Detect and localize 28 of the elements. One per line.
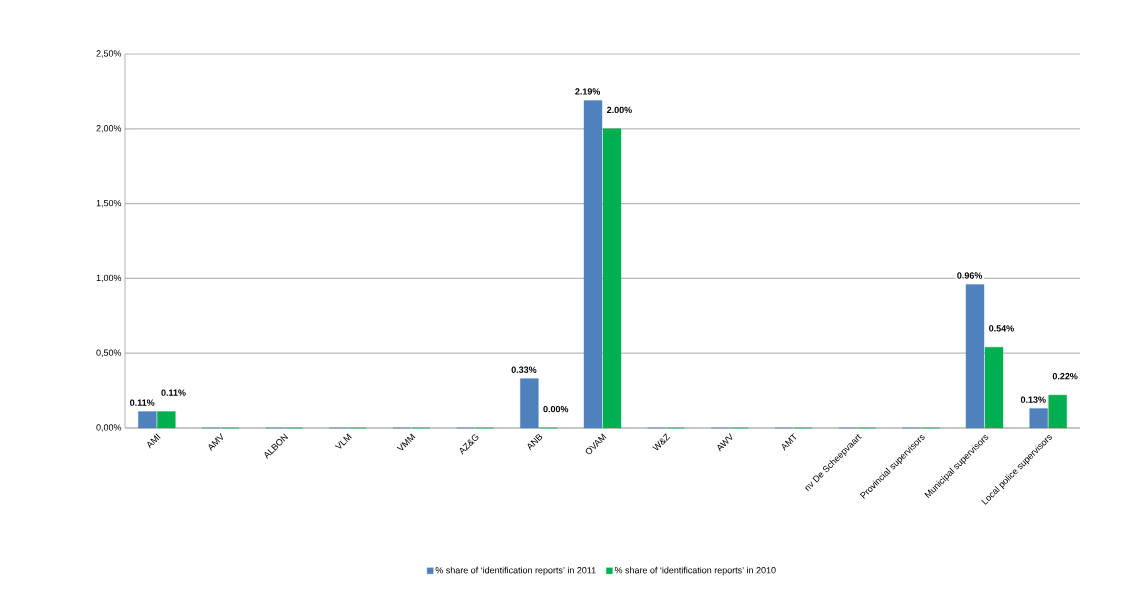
legend-label: % share of ‘identification reports’ in 2010 bbox=[614, 566, 776, 576]
data-label: 0.96% bbox=[957, 272, 983, 279]
y-tick-label: 0,50% bbox=[96, 349, 122, 357]
bar bbox=[965, 284, 985, 429]
bar bbox=[1048, 394, 1067, 429]
y-tick-label: 2,00% bbox=[96, 125, 122, 133]
bar bbox=[602, 128, 622, 429]
bar bbox=[1029, 408, 1048, 429]
data-label: 0.54% bbox=[989, 325, 1014, 332]
data-label: 0.11% bbox=[161, 389, 186, 396]
bar bbox=[583, 100, 603, 429]
legend-label: % share of ‘identification reports’ in 2011 bbox=[435, 566, 596, 576]
data-label: 2.00% bbox=[607, 106, 632, 114]
y-tick-label: 2,50% bbox=[96, 50, 122, 58]
data-label: 0.33% bbox=[511, 366, 537, 373]
data-label: 0.00% bbox=[543, 405, 569, 413]
data-label: 0.11% bbox=[130, 399, 155, 406]
bar bbox=[520, 378, 539, 429]
data-label: 2.19% bbox=[575, 88, 601, 95]
bar bbox=[984, 347, 1004, 429]
x-tick-label: AMI bbox=[147, 433, 161, 449]
bar bbox=[138, 411, 157, 429]
y-tick-label: 1,00% bbox=[96, 274, 122, 283]
y-tick-label: 0,00% bbox=[96, 424, 122, 432]
y-tick-label: 1,50% bbox=[96, 199, 122, 208]
data-label: 0.22% bbox=[1052, 373, 1078, 380]
data-label: 0.13% bbox=[1020, 396, 1046, 403]
bar bbox=[157, 411, 176, 429]
